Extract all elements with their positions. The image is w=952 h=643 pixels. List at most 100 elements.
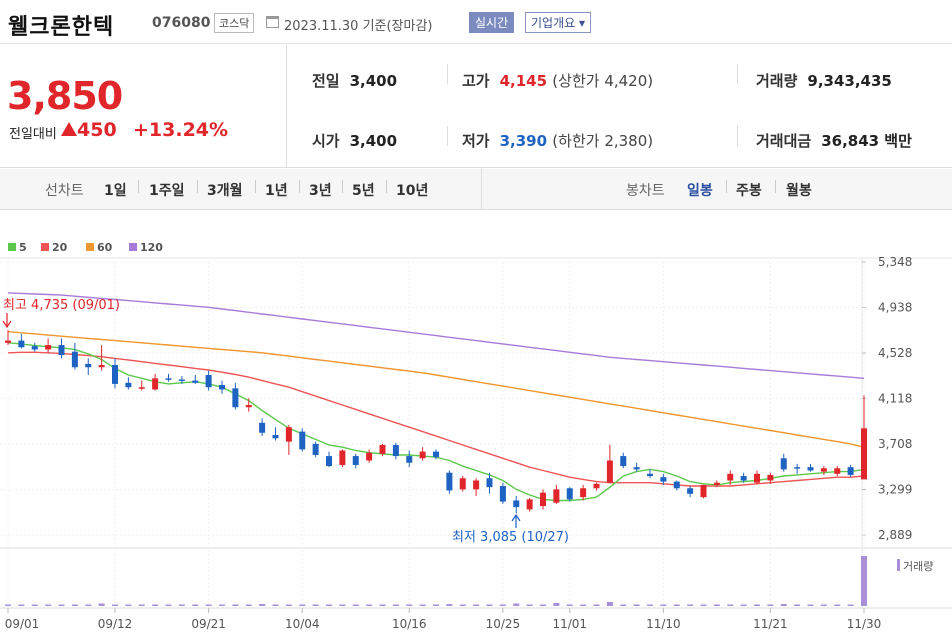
divider <box>481 169 482 210</box>
line-chart-label: 선차트 <box>45 183 84 199</box>
max-annotation: 최고 4,735 (09/01) <box>3 298 120 313</box>
volume-bar <box>767 604 774 606</box>
period-1y[interactable]: 1년 <box>265 183 288 199</box>
candle <box>606 444 613 483</box>
ma5-line <box>7 342 865 502</box>
period-1w[interactable]: 1주일 <box>149 183 185 199</box>
candle-body <box>861 428 867 480</box>
company-info-dropdown[interactable]: 기업개요 ▾ <box>525 12 592 33</box>
x-tick-label: 09/12 <box>98 617 133 631</box>
legend-ma20: 20 <box>41 241 67 254</box>
candle-body <box>366 452 373 461</box>
candle <box>45 338 52 353</box>
y-tick-label: 4,528 <box>878 346 912 360</box>
period-3m[interactable]: 3개월 <box>207 183 243 199</box>
period-10y[interactable]: 10년 <box>396 183 429 199</box>
calendar-icon <box>266 16 279 28</box>
volume-bar <box>593 604 600 606</box>
volume-bar <box>58 604 65 606</box>
volume-bar <box>553 603 560 606</box>
candle <box>660 473 667 485</box>
x-tick-label: 11/21 <box>753 617 788 631</box>
candle <box>205 370 212 391</box>
volume-bar <box>513 603 520 606</box>
candle-body <box>85 363 92 368</box>
candle <box>112 358 118 389</box>
candle <box>326 451 332 468</box>
volume-bar <box>85 604 92 606</box>
volume-bar <box>18 604 25 606</box>
volume-bar <box>780 604 787 606</box>
stock-code: 076080 <box>152 15 211 31</box>
volume-bar <box>299 604 306 606</box>
volume-bar <box>446 604 453 606</box>
amount-label: 거래대금 <box>756 132 812 150</box>
candle-body <box>834 468 841 474</box>
candle <box>647 469 653 479</box>
x-tick-label: 11/10 <box>646 617 681 631</box>
low-value: 3,390 <box>499 132 548 150</box>
x-tick-label: 10/25 <box>486 617 521 631</box>
legend-label: 20 <box>52 241 68 254</box>
divider <box>286 46 287 168</box>
divider <box>447 126 448 146</box>
candle-body <box>192 380 199 383</box>
candle <box>540 489 546 510</box>
volume-bar <box>152 604 159 606</box>
candle <box>820 466 827 475</box>
candle <box>272 427 279 441</box>
volume-bar <box>98 603 105 606</box>
volume: 거래량 9,343,435 <box>756 70 892 91</box>
open-label: 시가 <box>312 132 340 150</box>
candle-body <box>620 456 627 467</box>
candle-daily[interactable]: 일봉 <box>687 183 713 199</box>
volume-bar <box>433 604 439 606</box>
candle <box>794 463 801 474</box>
min-arrow-icon <box>511 513 521 528</box>
candle <box>5 330 11 346</box>
period-5y[interactable]: 5년 <box>352 183 375 199</box>
candle <box>727 470 734 485</box>
candle <box>285 424 292 455</box>
volume-bar <box>673 604 680 606</box>
legend-swatch <box>86 243 94 251</box>
volume-legend-label: 거래량 <box>903 560 933 573</box>
candle <box>566 487 573 502</box>
ma60-line <box>7 331 865 448</box>
legend-ma120: 120 <box>129 241 163 254</box>
volume-bar <box>326 604 332 606</box>
open-price: 시가 3,400 <box>312 130 397 151</box>
chevron-down-icon: ▾ <box>579 16 586 30</box>
separator <box>255 180 256 193</box>
x-tick-label: 09/21 <box>191 617 226 631</box>
high-value: 4,145 <box>499 72 548 90</box>
candle-body <box>794 467 801 469</box>
separator <box>299 180 300 193</box>
amount-value: 36,843 백만 <box>821 132 912 150</box>
base-date: 2023.11.30 기준(장마감) <box>284 19 433 34</box>
candle-body <box>740 476 747 481</box>
x-tick-label: 10/04 <box>285 617 320 631</box>
prev-close-label: 전일 <box>312 72 340 90</box>
stock-header: 웰크론한텍 076080 코스닥 2023.11.30 기준(장마감) 실시간 … <box>0 0 952 44</box>
y-tick-label: 5,348 <box>878 255 912 269</box>
candle-body <box>647 473 653 477</box>
volume-bar <box>473 604 480 606</box>
candle-monthly[interactable]: 월봉 <box>786 183 812 199</box>
period-3y[interactable]: 3년 <box>309 183 332 199</box>
upper-limit: (상한가 4,420) <box>552 72 654 90</box>
realtime-button[interactable]: 실시간 <box>469 12 515 33</box>
candle-weekly[interactable]: 주봉 <box>736 183 762 199</box>
volume-bar <box>165 604 172 606</box>
candle <box>125 377 132 390</box>
candle-body <box>178 379 185 381</box>
volume-bar <box>205 604 212 606</box>
change-rate: +13.24% <box>133 119 229 141</box>
candle-body <box>339 450 346 465</box>
volume-bar <box>232 604 239 606</box>
candle-body <box>459 478 466 490</box>
candle-body <box>5 340 11 343</box>
period-1d[interactable]: 1일 <box>104 183 127 199</box>
